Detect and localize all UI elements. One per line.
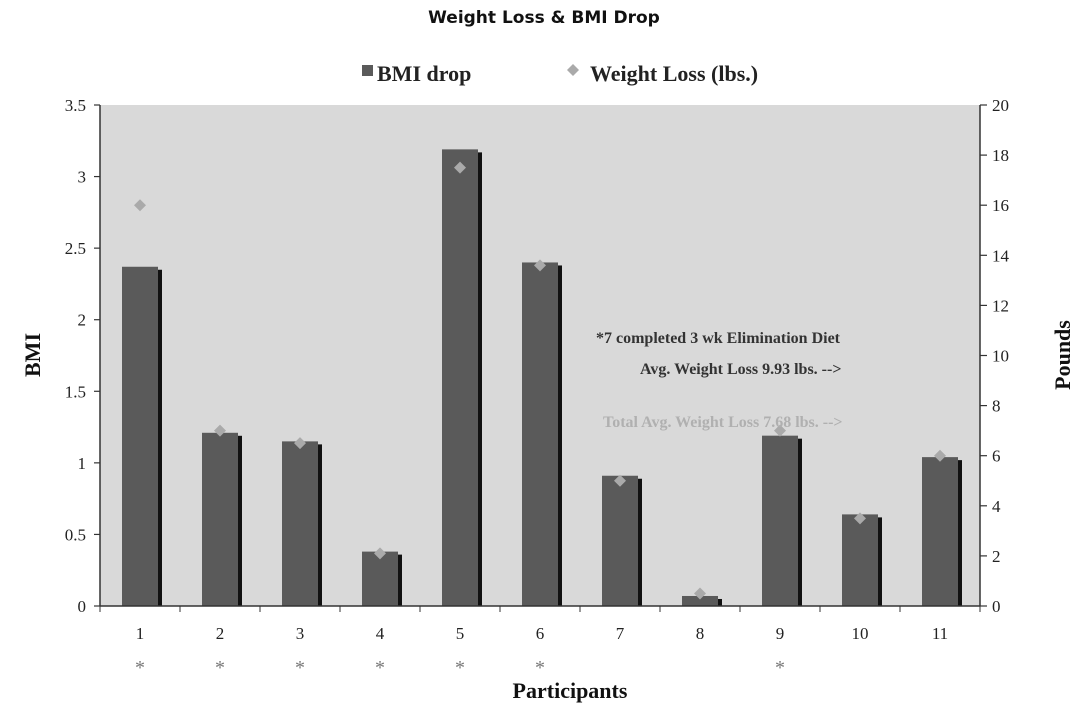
y-axis-title: BMI <box>20 333 45 377</box>
bar <box>922 457 958 606</box>
weight-loss-point <box>774 424 786 437</box>
completion-marker: * <box>135 657 145 679</box>
x-tick-label: 11 <box>932 624 948 643</box>
y-tick-label: 3 <box>78 168 87 187</box>
x-tick-label: 3 <box>296 624 305 643</box>
y2-tick-label: 6 <box>992 447 1001 466</box>
annotation: *7 completed 3 wk Elimination Diet <box>596 330 841 347</box>
y2-tick-label: 10 <box>992 347 1009 366</box>
legend-swatch-bmi <box>362 65 373 76</box>
bar <box>682 595 718 606</box>
y-tick-label: 3.5 <box>65 96 86 115</box>
annotation: Avg. Weight Loss 9.93 lbs. --> <box>640 361 841 378</box>
completion-marker: * <box>775 657 785 679</box>
y-tick-label: 1 <box>78 454 87 473</box>
x-tick-label: 9 <box>776 624 785 643</box>
bar <box>282 441 318 606</box>
weight-loss-point <box>214 424 226 437</box>
weight-loss-point <box>534 259 546 272</box>
y-tick-label: 0 <box>78 597 87 616</box>
x-tick-label: 5 <box>456 624 465 643</box>
weight-loss-point <box>614 474 626 487</box>
weight-loss-point <box>694 587 706 600</box>
x-tick-label: 7 <box>616 624 625 643</box>
weight-loss-point <box>454 161 466 174</box>
completion-marker: * <box>215 657 225 679</box>
legend-swatch-weight <box>567 64 579 76</box>
bar <box>442 149 478 607</box>
bar <box>842 514 878 606</box>
y2-tick-label: 18 <box>992 146 1009 165</box>
bar <box>202 432 238 606</box>
completion-marker: * <box>535 657 545 679</box>
bar <box>522 262 558 606</box>
y2-tick-label: 0 <box>992 597 1001 616</box>
x-tick-label: 2 <box>216 624 225 643</box>
y-tick-label: 2.5 <box>65 239 86 258</box>
x-tick-label: 1 <box>136 624 145 643</box>
x-tick-label: 10 <box>852 624 869 643</box>
legend-label-weight: Weight Loss (lbs.) <box>590 61 758 86</box>
bar <box>762 435 798 606</box>
completion-marker: * <box>455 657 465 679</box>
x-tick-label: 8 <box>696 624 705 643</box>
y2-tick-label: 4 <box>992 497 1001 516</box>
completion-marker: * <box>375 657 385 679</box>
completion-marker: * <box>295 657 305 679</box>
y2-tick-label: 20 <box>992 96 1009 115</box>
x-axis-title: Participants <box>513 678 628 703</box>
x-tick-label: 6 <box>536 624 545 643</box>
annotation: Total Avg. Weight Loss 7.68 lbs. --> <box>603 414 843 431</box>
page-title: Weight Loss & BMI Drop <box>428 8 660 28</box>
y2-tick-label: 16 <box>992 196 1009 215</box>
y2-tick-label: 8 <box>992 397 1001 416</box>
bar <box>362 551 398 606</box>
y2-tick-label: 12 <box>992 296 1009 315</box>
y2-tick-label: 14 <box>992 246 1010 265</box>
y-tick-label: 0.5 <box>65 525 86 544</box>
weight-loss-point <box>854 512 866 525</box>
bar <box>602 475 638 606</box>
y2-tick-label: 2 <box>992 547 1001 566</box>
weight-loss-point <box>134 199 146 212</box>
y-tick-label: 1.5 <box>65 382 86 401</box>
weight-loss-point <box>934 449 946 462</box>
bar <box>122 266 158 606</box>
x-tick-label: 4 <box>376 624 385 643</box>
weight-loss-point <box>374 547 386 560</box>
weight-loss-point <box>294 437 306 450</box>
y2-axis-title: Pounds <box>1050 320 1075 390</box>
y-tick-label: 2 <box>78 311 87 330</box>
legend-label-bmi: BMI drop <box>377 61 471 86</box>
